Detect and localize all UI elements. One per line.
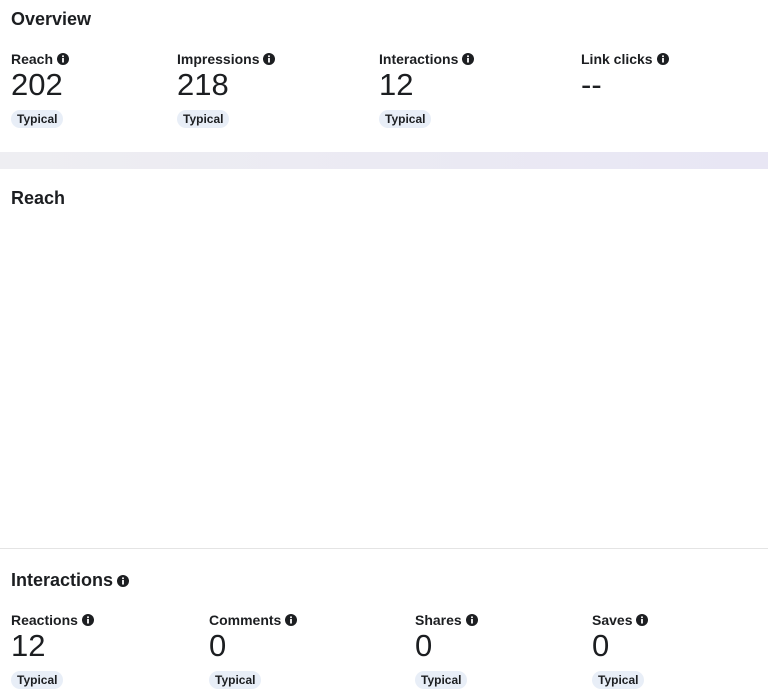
separator	[0, 152, 768, 169]
metric-label-text: Comments	[209, 612, 282, 628]
info-icon[interactable]	[636, 614, 649, 626]
metric-badge: Typical	[177, 110, 230, 128]
metric-badge: Typical	[11, 671, 64, 689]
metric-value: 218	[177, 67, 229, 102]
metric-value: 12	[379, 67, 414, 102]
metric-label: Link clicks	[581, 51, 669, 67]
metric-label-text: Link clicks	[581, 51, 653, 67]
metric-label-text: Reach	[11, 51, 54, 67]
chart-title: Reach	[11, 188, 66, 208]
metric-label: Shares	[415, 612, 478, 628]
info-icon[interactable]	[462, 53, 475, 65]
divider	[0, 548, 768, 549]
metric-badge: Typical	[379, 110, 432, 128]
metric-value: 0	[415, 628, 433, 663]
info-icon[interactable]	[285, 614, 298, 626]
metric-label: Reach010020030015m4h9h16h1d 6h3d7d17dTyp…	[11, 51, 70, 67]
metric-label-text: Saves	[592, 612, 633, 628]
metric-badge: Typical	[11, 110, 64, 128]
overview-title: Overview	[11, 9, 92, 29]
info-icon[interactable]	[117, 574, 130, 587]
metric-label: Interactions	[379, 51, 475, 67]
info-icon[interactable]	[465, 614, 478, 626]
info-icon[interactable]: 010020030015m4h9h16h1d 6h3d7d17dTypicalF…	[57, 53, 70, 65]
metric-value: 0	[209, 628, 227, 663]
chart	[0, 220, 768, 540]
info-icon[interactable]	[263, 53, 276, 65]
info-icon[interactable]	[656, 53, 669, 65]
metric-label: Comments	[209, 612, 298, 628]
metric-value: 12	[11, 628, 46, 663]
metric-label: Impressions	[177, 51, 276, 67]
info-icon[interactable]	[81, 614, 94, 626]
interactions-title-text: Interactions	[11, 570, 114, 590]
metric-label-text: Interactions	[379, 51, 459, 67]
interactions-title: Interactions	[11, 570, 130, 591]
metric-badge: Typical	[592, 671, 645, 689]
metric-value: 0	[592, 628, 610, 663]
metric-label: Saves	[592, 612, 649, 628]
metric-badge: Typical	[415, 671, 468, 689]
metric-value: 202	[11, 67, 63, 102]
metric-badge: Typical	[209, 671, 262, 689]
metric-label-text: Shares	[415, 612, 462, 628]
metric-label-text: Impressions	[177, 51, 260, 67]
metric-label-text: Reactions	[11, 612, 78, 628]
metric-label: Reactions	[11, 612, 94, 628]
metric-value: --	[581, 67, 602, 102]
